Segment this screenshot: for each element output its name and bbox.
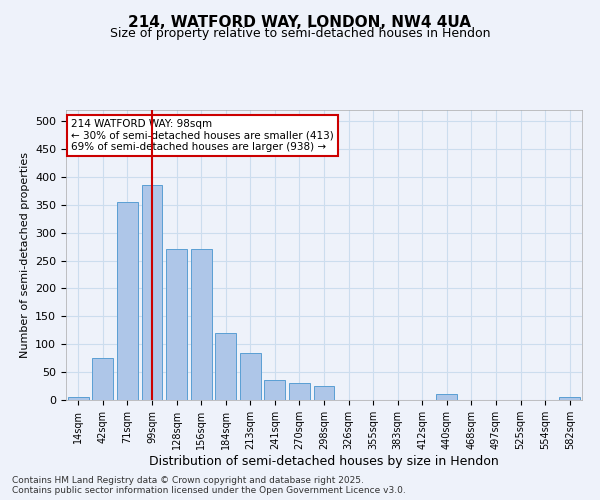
Text: Size of property relative to semi-detached houses in Hendon: Size of property relative to semi-detach… — [110, 28, 490, 40]
Text: 214, WATFORD WAY, LONDON, NW4 4UA: 214, WATFORD WAY, LONDON, NW4 4UA — [128, 15, 472, 30]
Bar — [240, 352, 261, 400]
Bar — [117, 202, 138, 400]
X-axis label: Distribution of semi-detached houses by size in Hendon: Distribution of semi-detached houses by … — [149, 455, 499, 468]
Bar — [215, 333, 236, 400]
Bar — [265, 380, 286, 400]
Bar — [559, 397, 580, 400]
Bar — [289, 384, 310, 400]
Bar — [436, 394, 457, 400]
Bar — [166, 250, 187, 400]
Text: Contains HM Land Registry data © Crown copyright and database right 2025.
Contai: Contains HM Land Registry data © Crown c… — [12, 476, 406, 495]
Bar — [92, 358, 113, 400]
Bar — [191, 250, 212, 400]
Y-axis label: Number of semi-detached properties: Number of semi-detached properties — [20, 152, 29, 358]
Bar — [314, 386, 334, 400]
Bar — [68, 397, 89, 400]
Text: 214 WATFORD WAY: 98sqm
← 30% of semi-detached houses are smaller (413)
69% of se: 214 WATFORD WAY: 98sqm ← 30% of semi-det… — [71, 118, 334, 152]
Bar — [142, 186, 163, 400]
